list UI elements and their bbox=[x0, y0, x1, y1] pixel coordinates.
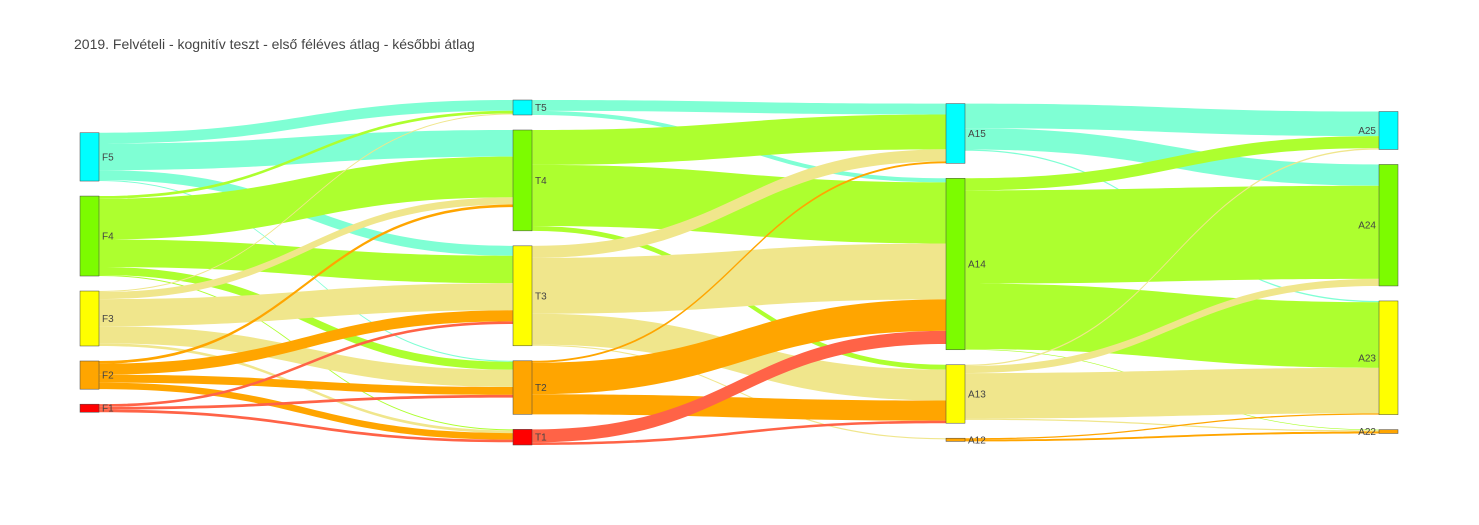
node-a14[interactable] bbox=[945, 178, 966, 351]
node-label-a22: A22 bbox=[1358, 427, 1376, 438]
node-label-t5: T5 bbox=[535, 103, 547, 114]
nodes-layer bbox=[79, 99, 1399, 446]
link-a13-a23[interactable] bbox=[965, 367, 1379, 419]
link-a15-a25[interactable] bbox=[965, 103, 1379, 137]
node-label-t1: T1 bbox=[535, 433, 547, 444]
node-a25[interactable] bbox=[1378, 111, 1399, 150]
node-label-a23: A23 bbox=[1358, 353, 1376, 364]
link-f5-t5[interactable] bbox=[99, 100, 513, 144]
link-f2-t2[interactable] bbox=[99, 374, 513, 395]
link-f3-t4[interactable] bbox=[99, 197, 513, 300]
node-t3[interactable] bbox=[512, 245, 533, 347]
node-f1[interactable] bbox=[79, 403, 100, 413]
link-f1-t3[interactable] bbox=[99, 321, 513, 407]
link-f1-t1[interactable] bbox=[99, 409, 513, 443]
link-t2-a14[interactable] bbox=[532, 299, 946, 395]
node-t4[interactable] bbox=[512, 129, 533, 232]
node-t1[interactable] bbox=[512, 429, 533, 446]
link-a13-a22[interactable] bbox=[965, 418, 1379, 432]
node-a22[interactable] bbox=[1378, 429, 1399, 434]
node-a12[interactable] bbox=[945, 437, 966, 442]
link-a13-a25[interactable] bbox=[965, 148, 1379, 367]
link-f3-t5[interactable] bbox=[99, 113, 513, 293]
node-label-f5: F5 bbox=[102, 152, 114, 163]
node-f5[interactable] bbox=[79, 132, 100, 182]
node-label-a14: A14 bbox=[968, 260, 986, 271]
node-label-f3: F3 bbox=[102, 314, 114, 325]
link-f2-t3[interactable] bbox=[99, 310, 513, 375]
link-f4-t5[interactable] bbox=[99, 110, 513, 199]
link-a12-a23[interactable] bbox=[965, 413, 1379, 440]
node-label-f1: F1 bbox=[102, 404, 114, 415]
link-f5-t4[interactable] bbox=[99, 129, 513, 171]
link-t2-a15[interactable] bbox=[532, 161, 946, 363]
node-f3[interactable] bbox=[79, 290, 100, 347]
node-label-t4: T4 bbox=[535, 176, 547, 187]
link-f3-t2[interactable] bbox=[99, 326, 513, 387]
labels-layer: F5 F4 F3 F2 F1 T5 T4 T3 T2 T1 A15 A14 A13 A12 A25 A24 A2… bbox=[102, 103, 1376, 446]
node-a15[interactable] bbox=[945, 103, 966, 164]
node-a13[interactable] bbox=[945, 364, 966, 424]
link-t4-a15[interactable] bbox=[532, 114, 946, 165]
link-f4-t3[interactable] bbox=[99, 239, 513, 284]
node-a23[interactable] bbox=[1378, 300, 1399, 415]
link-t3-a14[interactable] bbox=[532, 243, 946, 314]
node-a24[interactable] bbox=[1378, 164, 1399, 287]
link-t3-a15[interactable] bbox=[532, 149, 946, 258]
node-label-t3: T3 bbox=[535, 291, 547, 302]
link-a14-a25[interactable] bbox=[965, 136, 1379, 191]
link-f4-t2[interactable] bbox=[99, 267, 513, 370]
link-f3-t3[interactable] bbox=[99, 283, 513, 327]
node-label-a25: A25 bbox=[1358, 126, 1376, 137]
link-f2-t1[interactable] bbox=[99, 382, 513, 440]
node-label-a12: A12 bbox=[968, 435, 986, 446]
node-t2[interactable] bbox=[512, 360, 533, 415]
link-t1-a14[interactable] bbox=[532, 330, 946, 443]
link-f1-t2[interactable] bbox=[99, 394, 513, 410]
chart-title: 2019. Felvételi - kognitív teszt - első … bbox=[74, 36, 475, 52]
node-label-a13: A13 bbox=[968, 389, 986, 400]
node-f4[interactable] bbox=[79, 195, 100, 277]
node-label-a24: A24 bbox=[1358, 221, 1376, 232]
link-a14-a24[interactable] bbox=[965, 185, 1379, 284]
link-t5-a15[interactable] bbox=[532, 100, 946, 115]
link-a12-a22[interactable] bbox=[965, 431, 1379, 442]
link-f4-t4[interactable] bbox=[99, 156, 513, 240]
node-label-f2: F2 bbox=[102, 371, 114, 382]
node-f2[interactable] bbox=[79, 360, 100, 390]
node-label-a15: A15 bbox=[968, 129, 986, 140]
link-t1-a13[interactable] bbox=[532, 420, 946, 445]
node-label-f4: F4 bbox=[102, 232, 114, 243]
link-f2-t4[interactable] bbox=[99, 204, 513, 364]
links-layer bbox=[99, 100, 1379, 445]
link-a13-a24[interactable] bbox=[965, 278, 1379, 374]
node-t5[interactable] bbox=[512, 99, 533, 116]
link-t2-a13[interactable] bbox=[532, 394, 946, 421]
node-label-t2: T2 bbox=[535, 383, 547, 394]
